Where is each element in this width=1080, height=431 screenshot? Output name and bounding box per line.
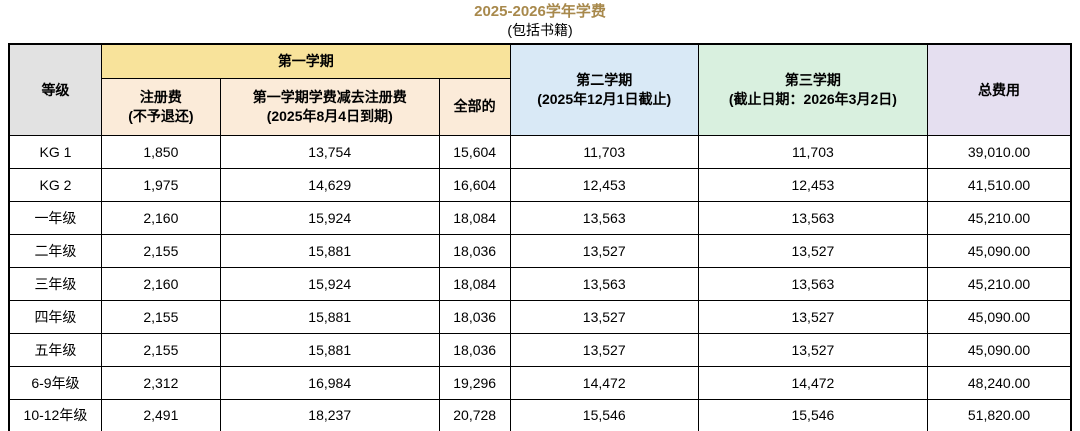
table-header: 等级 第一学期 第二学期 (2025年12月1日截止) 第三学期 (截止日期：2…	[8, 43, 1072, 136]
grand-total-cell: 41,510.00	[927, 167, 1072, 202]
table-row: 6-9年级 2,312 16,984 19,296 14,472 14,472 …	[8, 365, 1072, 400]
header-minus-line1: 第一学期学费减去注册费	[252, 88, 407, 105]
third-semester-cell: 13,527	[697, 299, 929, 334]
grand-total-cell: 45,210.00	[927, 266, 1072, 301]
tuition-minus-registration-cell: 15,881	[219, 332, 440, 367]
third-semester-cell: 13,527	[697, 332, 929, 367]
header-first-semester-total: 全部的	[438, 77, 511, 136]
header-minus-line2: (2025年8月4日到期)	[266, 107, 393, 124]
third-semester-cell: 13,563	[697, 200, 929, 235]
registration-fee-cell: 2,160	[100, 200, 221, 235]
tuition-minus-registration-cell: 13,754	[219, 134, 440, 169]
second-semester-cell: 12,453	[509, 167, 699, 202]
table-row: 10-12年级 2,491 18,237 20,728 15,546 15,54…	[8, 398, 1072, 431]
table-row: 二年级 2,155 15,881 18,036 13,527 13,527 45…	[8, 233, 1072, 268]
second-semester-cell: 15,546	[509, 398, 699, 431]
header-semester2: 第二学期 (2025年12月1日截止)	[509, 43, 699, 136]
registration-fee-cell: 2,155	[100, 233, 221, 268]
registration-fee-cell: 2,155	[100, 299, 221, 334]
first-semester-total-cell: 19,296	[438, 365, 511, 400]
grade-cell: 6-9年级	[8, 365, 102, 400]
grade-cell: KG 1	[8, 134, 102, 169]
header-semester2-line1: 第二学期	[576, 71, 633, 88]
grand-total-cell: 45,090.00	[927, 332, 1072, 367]
second-semester-cell: 11,703	[509, 134, 699, 169]
header-grand-total: 总费用	[927, 43, 1072, 136]
first-semester-total-cell: 16,604	[438, 167, 511, 202]
tuition-minus-registration-cell: 16,984	[219, 365, 440, 400]
grade-cell: 三年级	[8, 266, 102, 301]
grand-total-cell: 45,090.00	[927, 299, 1072, 334]
second-semester-cell: 13,563	[509, 200, 699, 235]
grade-cell: 五年级	[8, 332, 102, 367]
grade-cell: 10-12年级	[8, 398, 102, 431]
table-row: 五年级 2,155 15,881 18,036 13,527 13,527 45…	[8, 332, 1072, 367]
third-semester-cell: 11,703	[697, 134, 929, 169]
header-tuition-minus-registration: 第一学期学费减去注册费 (2025年8月4日到期)	[219, 77, 440, 136]
third-semester-cell: 12,453	[697, 167, 929, 202]
tuition-minus-registration-cell: 15,924	[219, 200, 440, 235]
second-semester-cell: 13,527	[509, 299, 699, 334]
registration-fee-cell: 2,155	[100, 332, 221, 367]
table-body: KG 1 1,850 13,754 15,604 11,703 11,703 3…	[8, 134, 1072, 431]
tuition-minus-registration-cell: 15,881	[219, 233, 440, 268]
second-semester-cell: 13,563	[509, 266, 699, 301]
first-semester-total-cell: 20,728	[438, 398, 511, 431]
header-semester3-line1: 第三学期	[784, 71, 841, 88]
grade-cell: 四年级	[8, 299, 102, 334]
table-row: 三年级 2,160 15,924 18,084 13,563 13,563 45…	[8, 266, 1072, 301]
header-semester1-band: 第一学期	[100, 43, 511, 79]
first-semester-total-cell: 18,084	[438, 266, 511, 301]
header-registration-line1: 注册费	[139, 88, 182, 105]
second-semester-cell: 13,527	[509, 332, 699, 367]
third-semester-cell: 15,546	[697, 398, 929, 431]
grade-cell: KG 2	[8, 167, 102, 202]
grade-cell: 二年级	[8, 233, 102, 268]
registration-fee-cell: 2,312	[100, 365, 221, 400]
second-semester-cell: 13,527	[509, 233, 699, 268]
header-semester2-line2: (2025年12月1日截止)	[537, 90, 672, 107]
page-subtitle: (包括书籍)	[507, 22, 573, 38]
tuition-minus-registration-cell: 15,881	[219, 299, 440, 334]
second-semester-cell: 14,472	[509, 365, 699, 400]
grand-total-cell: 48,240.00	[927, 365, 1072, 400]
registration-fee-cell: 1,975	[100, 167, 221, 202]
header-registration-line2: (不予退还)	[128, 107, 194, 124]
grand-total-cell: 51,820.00	[927, 398, 1072, 431]
header-semester3: 第三学期 (截止日期：2026年3月2日)	[697, 43, 929, 136]
third-semester-cell: 13,527	[697, 233, 929, 268]
registration-fee-cell: 1,850	[100, 134, 221, 169]
first-semester-total-cell: 18,036	[438, 299, 511, 334]
grand-total-cell: 39,010.00	[927, 134, 1072, 169]
header-semester3-line2: (截止日期：2026年3月2日)	[728, 90, 897, 107]
registration-fee-cell: 2,491	[100, 398, 221, 431]
first-semester-total-cell: 18,036	[438, 233, 511, 268]
grand-total-cell: 45,090.00	[927, 233, 1072, 268]
grade-cell: 一年级	[8, 200, 102, 235]
page-title: 2025-2026学年学费	[474, 3, 606, 20]
tuition-minus-registration-cell: 15,924	[219, 266, 440, 301]
tuition-fee-table: 等级 第一学期 第二学期 (2025年12月1日截止) 第三学期 (截止日期：2…	[8, 43, 1072, 431]
table-row: KG 1 1,850 13,754 15,604 11,703 11,703 3…	[8, 134, 1072, 169]
third-semester-cell: 14,472	[697, 365, 929, 400]
header-registration-fee: 注册费 (不予退还)	[100, 77, 221, 136]
first-semester-total-cell: 18,036	[438, 332, 511, 367]
first-semester-total-cell: 18,084	[438, 200, 511, 235]
grand-total-cell: 45,210.00	[927, 200, 1072, 235]
tuition-minus-registration-cell: 18,237	[219, 398, 440, 431]
third-semester-cell: 13,563	[697, 266, 929, 301]
table-row: KG 2 1,975 14,629 16,604 12,453 12,453 4…	[8, 167, 1072, 202]
table-row: 一年级 2,160 15,924 18,084 13,563 13,563 45…	[8, 200, 1072, 235]
table-row: 四年级 2,155 15,881 18,036 13,527 13,527 45…	[8, 299, 1072, 334]
registration-fee-cell: 2,160	[100, 266, 221, 301]
header-grade: 等级	[8, 43, 102, 136]
first-semester-total-cell: 15,604	[438, 134, 511, 169]
tuition-minus-registration-cell: 14,629	[219, 167, 440, 202]
